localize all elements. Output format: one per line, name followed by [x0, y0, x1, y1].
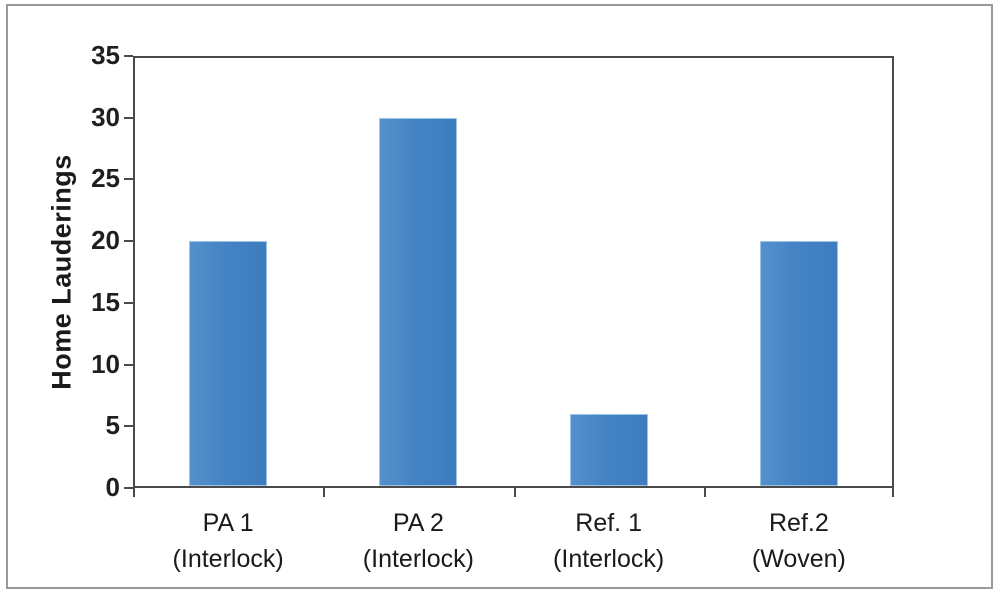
y-tick-mark [124, 363, 133, 366]
x-tick-mark [513, 488, 516, 497]
y-tick-label: 5 [105, 410, 120, 441]
y-tick-mark [124, 240, 133, 243]
x-category-label: PA 2 (Interlock) [362, 509, 474, 573]
y-tick-mark [124, 425, 133, 428]
y-tick-label: 35 [91, 39, 120, 70]
y-tick-mark [124, 301, 133, 304]
bar-4 [759, 241, 838, 486]
x-category-label: Ref.2 (Woven) [751, 509, 846, 573]
y-tick-label: 0 [105, 471, 120, 502]
bar-3 [569, 413, 648, 486]
y-tick-label: 10 [91, 348, 120, 379]
y-tick-label: 20 [91, 225, 120, 256]
x-category-label: PA 1 (Interlock) [172, 509, 284, 573]
y-tick-label: 25 [91, 163, 120, 194]
x-category-label: Ref. 1 (Interlock) [553, 509, 665, 573]
bar-2 [379, 117, 458, 486]
x-tick-mark [323, 488, 326, 497]
x-tick-mark [133, 488, 135, 497]
y-tick-mark [124, 116, 133, 119]
bar-1 [189, 241, 268, 486]
y-tick-label: 15 [91, 286, 120, 317]
x-tick-mark [892, 488, 894, 497]
x-tick-mark [703, 488, 706, 497]
y-tick-mark [124, 487, 133, 489]
y-tick-mark [124, 55, 133, 57]
y-tick-label: 30 [91, 101, 120, 132]
y-tick-mark [124, 178, 133, 181]
